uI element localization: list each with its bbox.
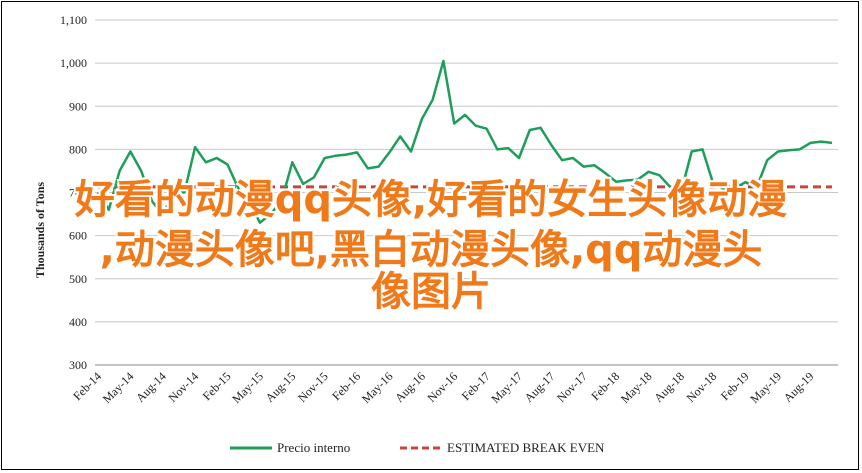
precio-interno-line: [96, 59, 833, 224]
x-tick-label: Aug-14: [133, 369, 169, 405]
y-tick-label: 900: [69, 99, 87, 113]
y-axis-label: Thousands of Tons: [33, 182, 47, 278]
x-tick-label: Nov-18: [684, 369, 720, 405]
legend-label-break-even: ESTIMATED BREAK EVEN: [447, 440, 605, 455]
y-tick-label: 1,100: [60, 13, 87, 27]
y-tick-label: 300: [69, 358, 87, 372]
y-tick-label: 400: [69, 315, 87, 329]
x-tick-label: Aug-18: [651, 369, 687, 405]
x-tick-label: Nov-16: [424, 369, 460, 405]
legend-label-precio-interno: Precio interno: [277, 440, 350, 455]
x-tick-label: Aug-17: [522, 369, 558, 405]
x-tick-label: Aug-19: [781, 369, 817, 405]
y-tick-label: 800: [69, 142, 87, 156]
x-tick-label: Nov-15: [295, 369, 331, 405]
x-tick-label: May-19: [747, 369, 784, 406]
y-tick-label: 500: [69, 272, 87, 286]
x-tick-label: Nov-14: [165, 369, 201, 405]
x-tick-label: May-15: [229, 369, 266, 406]
x-tick-label: Aug-16: [392, 369, 428, 405]
x-tick-label: Feb-16: [329, 369, 363, 403]
x-tick-label: Feb-15: [200, 369, 234, 403]
x-tick-label: Feb-18: [588, 369, 622, 403]
gridlines: [95, 19, 838, 366]
x-tick-label: May-16: [359, 369, 396, 406]
y-tick-label: 1,000: [60, 56, 87, 70]
x-axis-ticks: Feb-14May-14Aug-14Nov-14Feb-15May-15Aug-…: [70, 369, 816, 406]
x-tick-label: Aug-15: [263, 369, 299, 405]
y-tick-label: 700: [69, 186, 87, 200]
x-tick-label: May-17: [488, 369, 525, 406]
x-tick-label: Feb-17: [459, 369, 493, 403]
x-tick-label: Feb-14: [70, 369, 104, 403]
x-tick-label: Feb-19: [718, 369, 752, 403]
legend: Precio interno ESTIMATED BREAK EVEN: [230, 440, 605, 455]
y-axis-ticks: 300 400 500 600 700 800 900 1,000 1,100: [60, 13, 87, 372]
x-tick-label: May-14: [100, 369, 137, 406]
x-tick-label: May-18: [618, 369, 655, 406]
y-tick-label: 600: [69, 229, 87, 243]
x-tick-label: Nov-17: [554, 369, 590, 405]
